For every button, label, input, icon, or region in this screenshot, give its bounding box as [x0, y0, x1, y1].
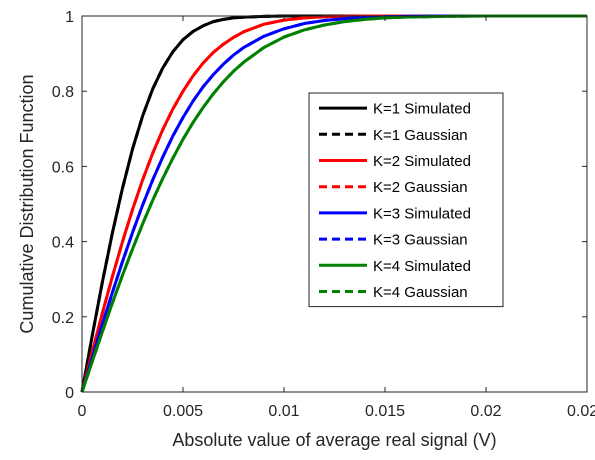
legend-label: K=1 Simulated: [373, 101, 471, 118]
x-tick-label: 0.025: [567, 403, 595, 420]
legend: K=1 Simulated K=1 Gaussian K=2 Simulated K=…: [308, 92, 504, 308]
series-line-k-2-gaussian: [80, 14, 587, 393]
legend-label: K=3 Simulated: [373, 205, 471, 222]
x-tick-label: 0.005: [163, 403, 203, 420]
legend-label: K=1 Gaussian: [373, 127, 468, 144]
legend-label: K=3 Gaussian: [373, 232, 468, 249]
legend-label: K=2 Gaussian: [373, 179, 468, 196]
x-tick-label: 0: [78, 403, 87, 420]
legend-label: K=4 Simulated: [373, 258, 471, 275]
y-tick-label: 0.4: [52, 235, 74, 252]
series-line-k-4-gaussian: [80, 14, 587, 393]
legend-box: [308, 92, 504, 308]
y-tick-label: 1: [65, 9, 74, 26]
y-tick-label: 0: [65, 385, 74, 402]
y-tick-label: 0.2: [52, 310, 74, 327]
x-tick-label: 0.01: [268, 403, 299, 420]
y-tick-label: 0.8: [52, 84, 74, 101]
ticks-layer: 0 0.005 0.01 0.015 0.02 0.025 0 0.2 0.4 0.6 0.8 1: [52, 9, 595, 420]
y-axis-title: Cumulative Distribution Function: [17, 74, 37, 333]
x-tick-label: 0.02: [470, 403, 501, 420]
plot-frame: [81, 15, 588, 393]
x-axis-title: Absolute value of average real signal (V…: [172, 430, 496, 450]
series-line-k-1-gaussian: [80, 14, 587, 393]
legend-label: K=2 Simulated: [373, 153, 471, 170]
y-tick-label: 0.6: [52, 159, 74, 176]
legend-label: K=4 Gaussian: [373, 284, 468, 301]
x-tick-label: 0.015: [365, 403, 405, 420]
